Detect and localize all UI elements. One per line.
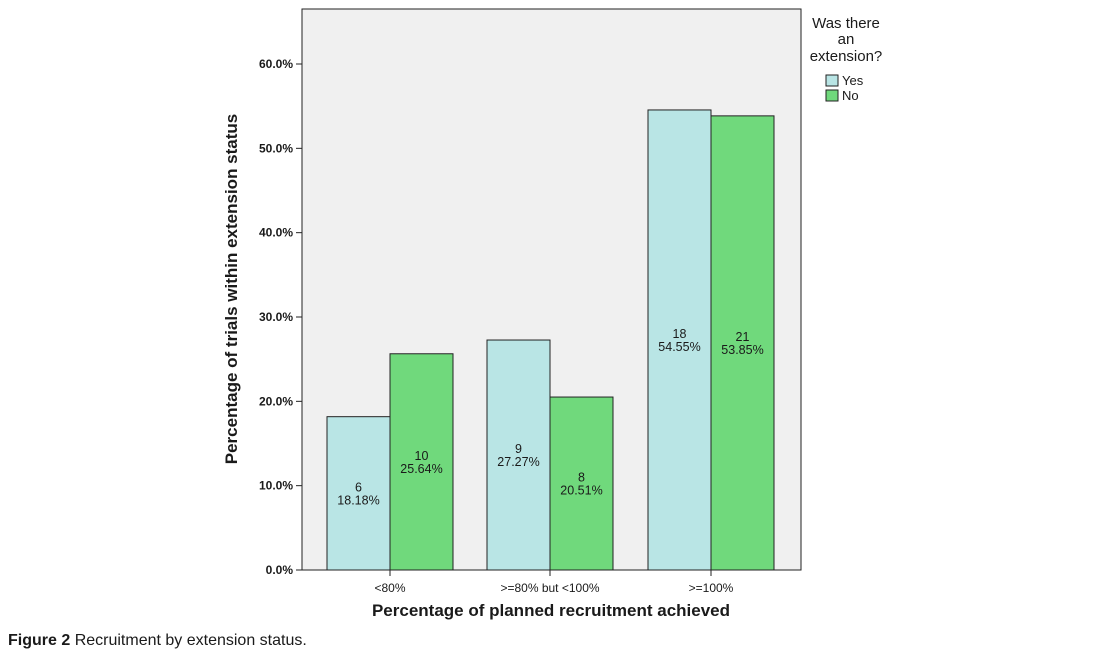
- bar-yes-0: [326, 416, 391, 571]
- legend-label-no: No: [842, 88, 859, 103]
- bar-percent-label: 54.55%: [658, 340, 700, 354]
- legend-swatch-no: [825, 89, 839, 102]
- bar-count-label: 8: [578, 471, 585, 485]
- y-axis-title: Percentage of trials within extension st…: [222, 114, 241, 464]
- y-tick-label: 50.0%: [259, 141, 293, 155]
- x-tick-label: >=80% but <100%: [500, 581, 599, 595]
- legend-title-line-3: extension?: [810, 48, 883, 65]
- y-tick-label: 20.0%: [259, 394, 293, 408]
- figure-caption: Figure 2 Recruitment by extension status…: [8, 632, 307, 650]
- bar-no-0: [389, 353, 454, 571]
- bar-percent-label: 25.64%: [400, 462, 442, 476]
- bar-no-1: [549, 396, 614, 571]
- y-axis: 0.0% 10.0% 20.0% 30.0% 40.0% 50.0% 60.0%: [259, 57, 302, 577]
- bar-count-label: 10: [415, 449, 429, 463]
- legend: Was there an extension? Yes No: [810, 15, 883, 103]
- bar-chart: 618.18%1025.64%927.27%820.51%1854.55%215…: [222, 8, 883, 620]
- y-tick-label: 60.0%: [259, 57, 293, 71]
- x-axis: <80% >=80% but <100% >=100%: [374, 570, 734, 595]
- y-tick-label: 40.0%: [259, 226, 293, 240]
- y-tick-label: 30.0%: [259, 310, 293, 324]
- bar-percent-label: 20.51%: [560, 484, 602, 498]
- bar-count-label: 6: [355, 480, 362, 494]
- figure-caption-label: Figure 2: [8, 632, 71, 649]
- bar-count-label: 9: [515, 442, 522, 456]
- figure-caption-text: Recruitment by extension status.: [74, 632, 307, 649]
- legend-title-line-2: an: [838, 31, 855, 48]
- bar-yes-1: [486, 339, 551, 571]
- x-axis-title: Percentage of planned recruitment achiev…: [372, 601, 730, 620]
- bar-percent-label: 18.18%: [337, 493, 379, 507]
- y-tick-label: 0.0%: [266, 563, 294, 577]
- legend-swatch-yes: [825, 74, 839, 87]
- y-tick-label: 10.0%: [259, 479, 293, 493]
- bar-yes-2: [647, 109, 712, 571]
- bars-group: [326, 109, 775, 571]
- x-tick-label: >=100%: [689, 581, 734, 595]
- bar-percent-label: 53.85%: [721, 343, 763, 357]
- legend-title-line-1: Was there: [812, 15, 880, 32]
- bar-count-label: 18: [673, 327, 687, 341]
- bar-percent-label: 27.27%: [497, 455, 539, 469]
- bar-no-2: [710, 115, 775, 571]
- x-tick-label: <80%: [374, 581, 405, 595]
- legend-label-yes: Yes: [842, 73, 864, 88]
- bar-count-label: 21: [736, 330, 750, 344]
